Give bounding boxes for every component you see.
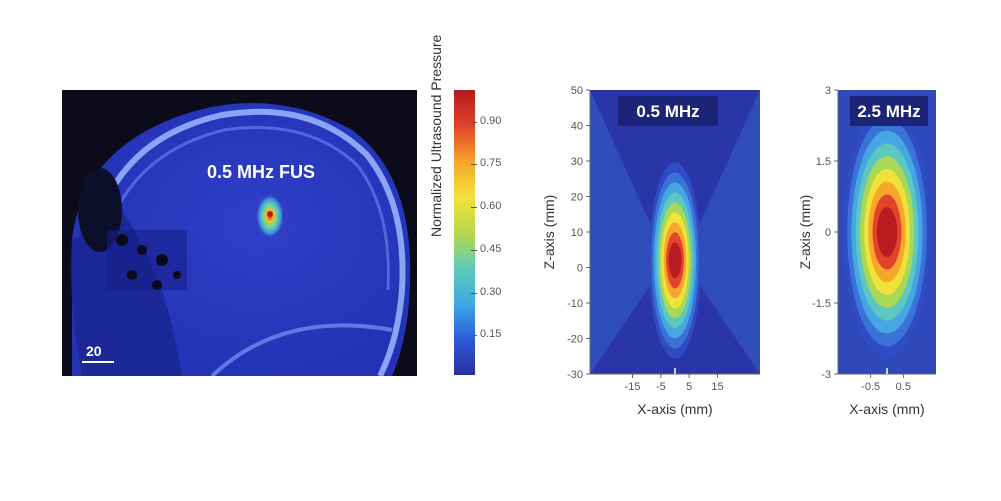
colorbar-tick: [471, 249, 477, 251]
y-tick-label: 0: [825, 227, 831, 239]
colorbar-tick: [471, 121, 477, 123]
head-ct-panel: 0.5 MHz FUS 20: [62, 90, 417, 378]
x-tick-label: -15: [625, 381, 641, 393]
side-lobes: [590, 90, 760, 374]
y-tick-label: -30: [567, 369, 583, 381]
chart-title-box: [850, 96, 928, 126]
y-tick-label: 3: [825, 85, 831, 97]
y-tick-label: 40: [571, 121, 583, 133]
y-tick-label: 20: [571, 192, 583, 204]
y-tick-label: -10: [567, 298, 583, 310]
heatmap-field: [590, 90, 760, 374]
y-tick-label: 0: [577, 263, 583, 275]
y-tick-label: 1.5: [816, 156, 831, 168]
y-tick-label: 30: [571, 156, 583, 168]
heatmap-field: [838, 90, 936, 374]
colorbar: [454, 90, 475, 375]
colorbar-tick-label: 0.60: [480, 200, 502, 212]
field-chart-25mhz-svg: 2.5 MHz 3 1.5 0 -1.5 -3 -0.5 0.5 X-axis (mm) Z-ax…: [797, 85, 936, 417]
x-tick-label: 5: [686, 381, 692, 393]
colorbar-tick-label: 0.15: [480, 328, 502, 341]
x-tick-label: -0.5: [861, 381, 880, 393]
y-axis-label: Z-axis (mm): [797, 195, 813, 270]
y-tick-label: 50: [571, 85, 583, 97]
scale-bar-label: 20: [86, 343, 102, 359]
colorbar-tick: [471, 292, 477, 294]
head-frequency-label: 0.5 MHz FUS: [207, 162, 316, 182]
colorbar-ticks: 0.90 0.75 0.60 0.45 0.30 0.15: [471, 90, 535, 375]
colorbar-tick-label: 0.45: [480, 242, 502, 255]
scale-bar: [82, 361, 114, 363]
x-tick-label: -5: [656, 381, 666, 393]
x-tick-label: 0.5: [896, 381, 911, 393]
y-tick-label: 10: [571, 227, 583, 239]
y-tick-label: -1.5: [812, 298, 831, 310]
head-ct-image: [62, 90, 417, 378]
chart-title: 0.5 MHz: [636, 102, 699, 121]
chart-title-box: [618, 96, 718, 126]
colorbar-label: Normalized Ultrasound Pressure: [428, 34, 444, 237]
colorbar-gradient: [454, 90, 475, 375]
colorbar-tick-label: 0.30: [480, 285, 502, 298]
x-axis-label: X-axis (mm): [849, 401, 924, 417]
colorbar-tick: [471, 207, 477, 208]
x-tick-label: 15: [711, 381, 723, 393]
y-tick-label: -20: [567, 334, 583, 346]
x-axis-label: X-axis (mm): [637, 401, 712, 417]
field-contour: [668, 242, 682, 279]
y-tick-label: -3: [821, 369, 831, 381]
colorbar-tick-label: 0.75: [480, 157, 502, 170]
y-axis-label: Z-axis (mm): [541, 195, 557, 270]
colorbar-tick: [471, 335, 477, 337]
colorbar-tick-label: 0.90: [480, 114, 502, 127]
colorbar-tick: [471, 164, 477, 166]
chart-title: 2.5 MHz: [857, 102, 920, 121]
field-chart-05mhz-svg: 0.5 MHz 50 40 30 20 10 0 -10 -20 -30 -15 -5 5 15 X-axi…: [541, 85, 760, 417]
field-contour: [876, 207, 898, 257]
field-chart-25mhz: 2.5 MHz 3 1.5 0 -1.5 -3 -0.5 0.5 X-axis (mm) Z-ax…: [790, 80, 950, 425]
field-chart-05mhz: 0.5 MHz 50 40 30 20 10 0 -10 -20 -30 -15 -5 5 15 X-axi…: [540, 80, 770, 425]
